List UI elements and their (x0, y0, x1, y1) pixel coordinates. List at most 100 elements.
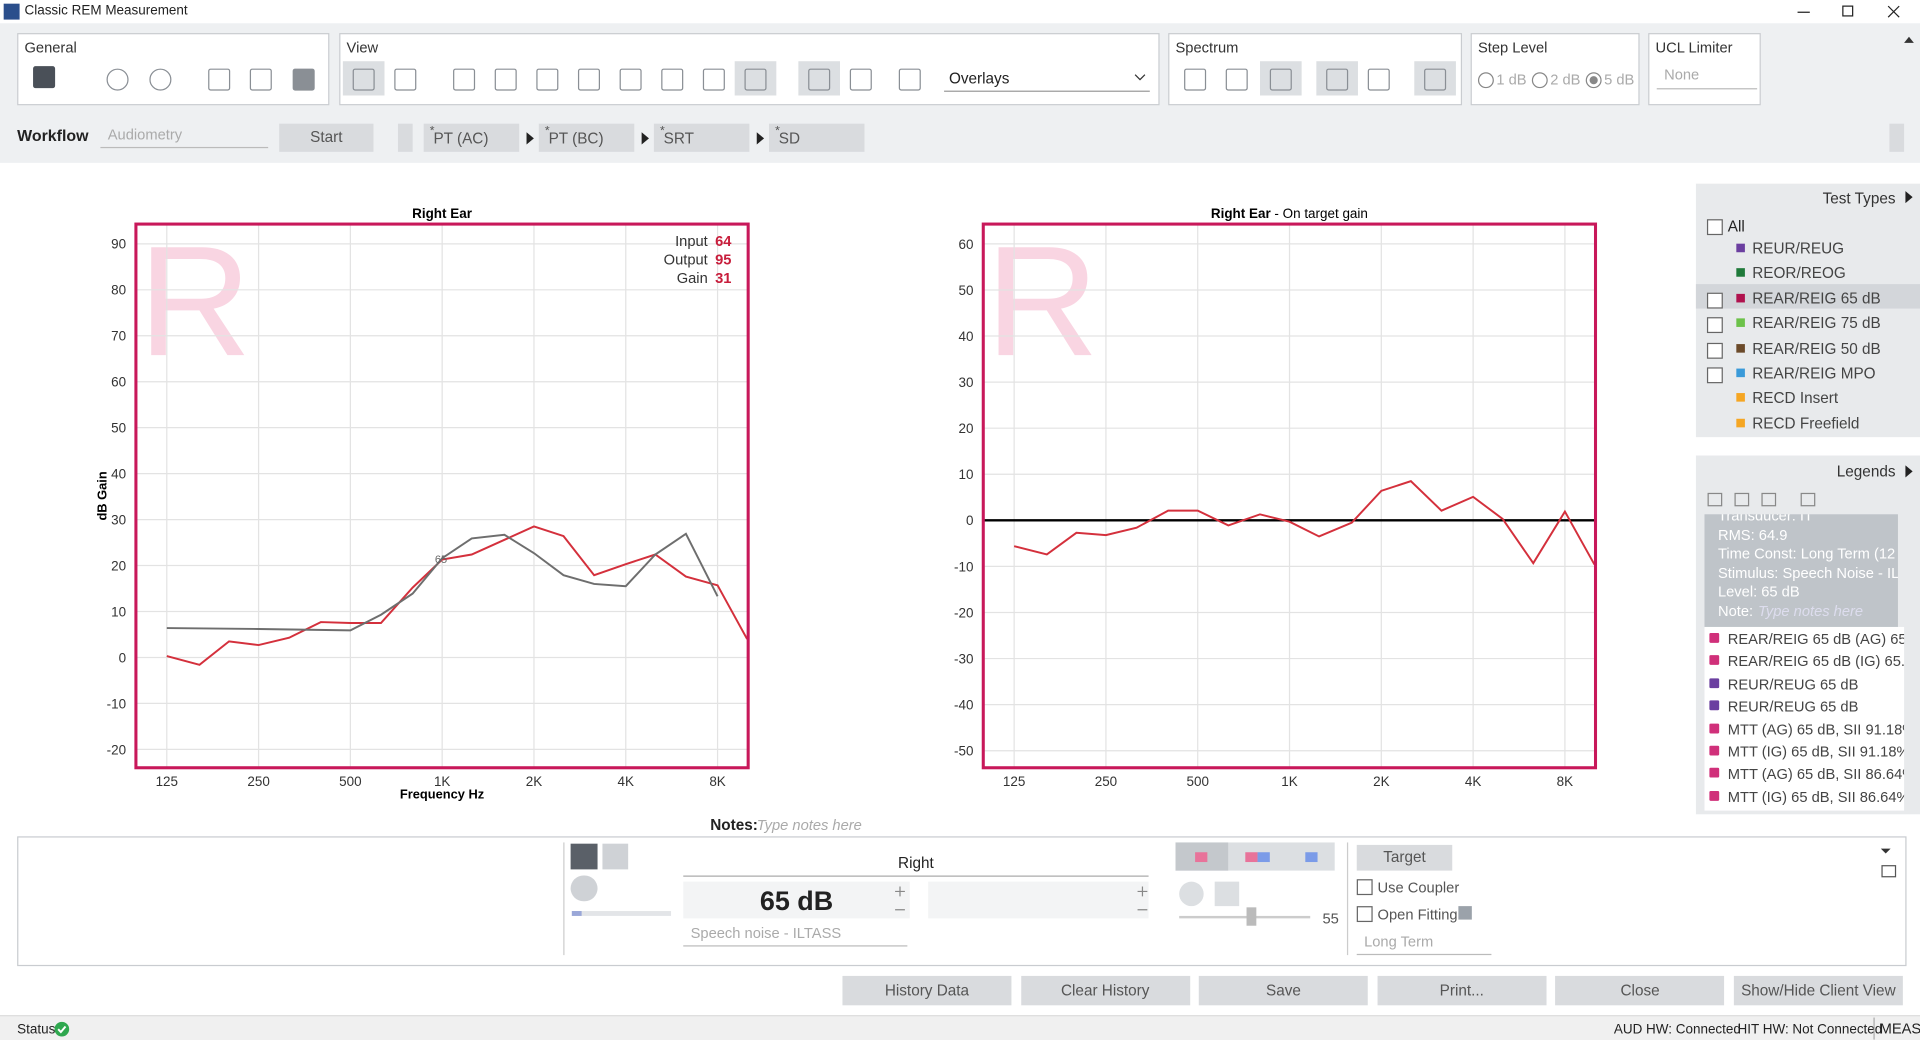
icon[interactable] (661, 68, 684, 91)
x-tick-label: 250 (247, 774, 269, 789)
mode-button[interactable] (602, 843, 629, 870)
note-placeholder[interactable]: Type notes here (1757, 601, 1864, 619)
icon[interactable] (249, 68, 272, 91)
icon[interactable] (1225, 68, 1248, 91)
readout-value: 95 (715, 252, 731, 268)
x-tick-label: 4K (1465, 774, 1481, 789)
action-button[interactable]: Save (1199, 975, 1368, 1006)
notes-input[interactable]: Type notes here (756, 816, 862, 834)
ucl-dropdown[interactable]: None (1656, 66, 1758, 90)
slider-thumb[interactable] (1246, 907, 1257, 926)
status-bar: Status AUD HW: Connected HIT HW: Not Con… (0, 1015, 1920, 1040)
radio[interactable] (1585, 72, 1602, 89)
icon[interactable] (1424, 68, 1447, 91)
checkbox[interactable] (1356, 906, 1373, 923)
y-tick-label: 10 (959, 467, 974, 482)
icon[interactable] (849, 68, 872, 91)
window-controls[interactable] (1788, 2, 1910, 20)
icon[interactable] (702, 68, 725, 91)
icon[interactable] (149, 68, 172, 91)
legend-item[interactable]: REAR/REIG 65 dB (AG) 65... (1727, 630, 1905, 648)
workflow-step[interactable]: * SD (768, 123, 865, 152)
legend-item[interactable]: MTT (IG) 65 dB, SII 86.64% (1727, 788, 1905, 806)
level-box[interactable]: 65 dB (683, 881, 910, 919)
icon[interactable] (536, 68, 559, 91)
icon[interactable] (1214, 881, 1240, 907)
workflow-step[interactable]: * PT (BC) (538, 123, 635, 152)
start-button[interactable]: Start (279, 123, 374, 152)
checkbox[interactable] (1706, 219, 1723, 236)
repeat-button[interactable] (570, 875, 598, 902)
icon[interactable] (577, 68, 601, 91)
legend-item[interactable]: MTT (AG) 65 dB, SII 86.64% (1727, 765, 1905, 783)
test-types-panel: Test Types All REUR/REUG REOR/REOG REAR/RE… (1695, 183, 1920, 438)
test-type-color (1736, 268, 1745, 278)
target-button[interactable]: Target (1356, 844, 1453, 871)
icon[interactable] (208, 68, 231, 91)
icon[interactable] (33, 66, 56, 89)
legend-item[interactable]: MTT (IG) 65 dB, SII 91.18% (1727, 743, 1905, 761)
icon[interactable] (352, 68, 375, 91)
expand-arrow[interactable] (1905, 465, 1913, 478)
icon[interactable] (494, 68, 517, 91)
legend-item[interactable]: REUR/REUG 65 dB (1727, 698, 1859, 716)
step-marker: * (660, 124, 665, 139)
icon[interactable] (1184, 68, 1207, 91)
side-label: Right (898, 854, 934, 872)
x-tick-label: 250 (1095, 774, 1117, 789)
action-button[interactable]: Show/Hide Client View (1733, 975, 1903, 1006)
action-button[interactable]: Close (1555, 975, 1725, 1006)
icon[interactable] (292, 68, 315, 91)
icon[interactable] (394, 68, 417, 91)
slider-track[interactable] (1179, 915, 1311, 919)
icon[interactable] (1367, 68, 1390, 91)
icon[interactable] (453, 68, 476, 91)
legend-icon (1709, 745, 1720, 756)
icon[interactable] (898, 68, 921, 91)
collapse-arrow[interactable] (1903, 34, 1915, 44)
action-button[interactable]: Print... (1377, 975, 1547, 1006)
workflow-step[interactable]: * SRT (653, 123, 750, 152)
stop-button[interactable] (570, 843, 598, 870)
icon[interactable] (619, 68, 642, 91)
view-switch[interactable] (1175, 842, 1335, 871)
icon[interactable] (1269, 68, 1292, 91)
overlays-dropdown[interactable]: Overlays (944, 64, 1150, 92)
legend-icon (1709, 655, 1720, 666)
action-button[interactable]: History Data (842, 975, 1012, 1006)
y-tick-label: -30 (954, 651, 973, 666)
plus-minus-icons[interactable] (891, 884, 1151, 916)
action-button[interactable]: Clear History (1020, 975, 1190, 1006)
averaging-dropdown[interactable]: Long Term (1356, 933, 1492, 956)
stimulus-dropdown[interactable]: Speech noise - ILTASS (683, 924, 908, 947)
legend-details: Transducer: IT RMS: 64.9 Time Const: Long … (1704, 514, 1898, 629)
chevron (1134, 74, 1146, 81)
level-box-empty[interactable] (928, 881, 1149, 919)
plot-frame (981, 222, 1598, 770)
legend-tools[interactable] (1707, 491, 1817, 508)
icon[interactable] (106, 68, 129, 91)
panel-title: Test Types (1822, 189, 1896, 207)
note-label: Note: (1717, 601, 1754, 619)
icon[interactable] (1179, 881, 1204, 907)
checkbox[interactable] (1706, 292, 1723, 309)
checkbox[interactable] (1356, 879, 1373, 896)
checkbox[interactable] (1706, 342, 1723, 359)
protocol-dropdown[interactable]: Audiometry (100, 126, 269, 149)
checkbox[interactable] (1706, 317, 1723, 334)
expand-arrow[interactable] (1905, 191, 1913, 204)
y-tick-label: 40 (959, 329, 974, 344)
legend-item[interactable]: REUR/REUG 65 dB (1727, 675, 1859, 693)
workflow-step[interactable]: * PT (AC) (423, 123, 520, 152)
legend-item[interactable]: REAR/REIG 65 dB (IG) 65... (1727, 653, 1905, 671)
panel-icons[interactable] (1878, 845, 1898, 882)
radio[interactable] (1531, 72, 1548, 89)
legend-item[interactable]: MTT (AG) 65 dB, SII 91.18% (1727, 720, 1905, 738)
icon[interactable] (808, 68, 831, 91)
radio[interactable] (1477, 72, 1494, 89)
icon[interactable] (744, 68, 767, 91)
legend-note: Note: Type notes here (1718, 602, 1898, 621)
icon[interactable] (1326, 68, 1349, 91)
checkbox[interactable] (1706, 367, 1723, 384)
info-icon[interactable] (1458, 906, 1472, 920)
